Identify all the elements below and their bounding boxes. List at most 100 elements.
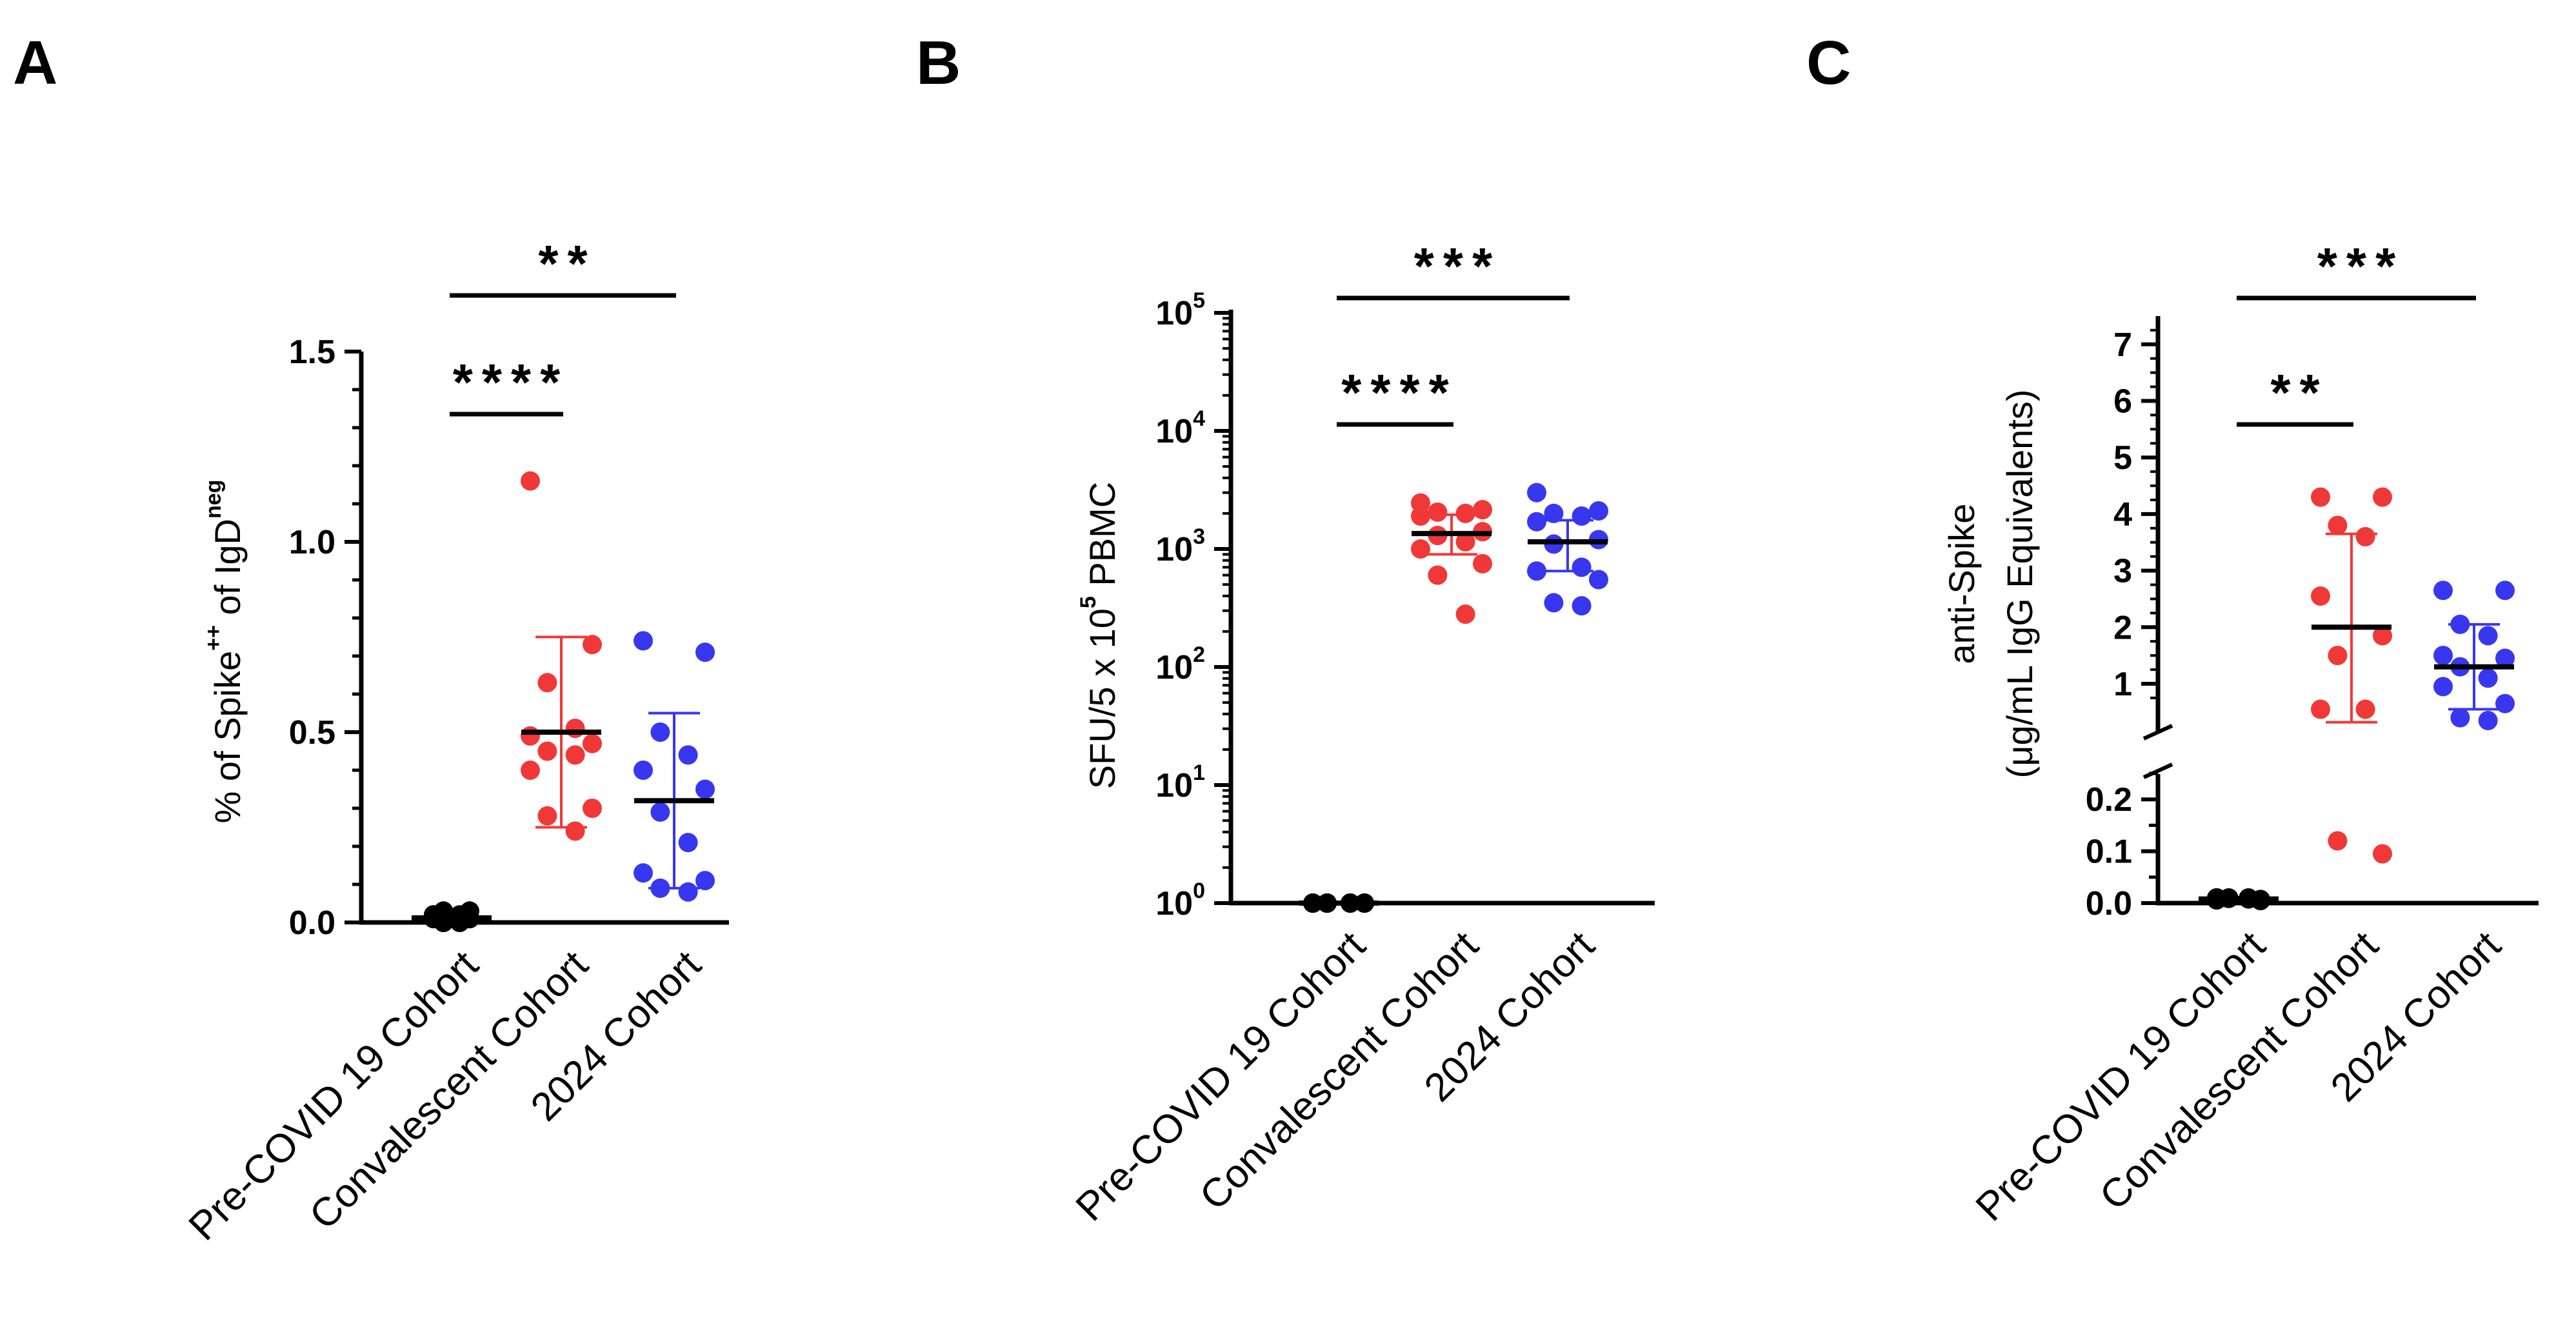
data-point [2433,581,2453,601]
data-point [1572,506,1592,526]
data-point [565,821,585,841]
panel-a: A % of Spike++ of IgDneg 0.0 0.5 1.0 1.5 **… [13,28,729,1249]
data-point [2355,699,2375,719]
panel-a-y-ticks: 0.0 0.5 1.0 1.5 [289,334,361,942]
y-tick-label: 0.2 [2086,781,2132,819]
panel-a-y-axis-title: % of Spike++ of IgDneg [201,480,248,824]
data-point [1589,501,1608,521]
y-tick-label: 100 [1155,879,1205,922]
y-tick-label: 3 [2113,553,2132,590]
significance-label: *** [2317,237,2404,295]
data-point [695,779,715,799]
panel-b-y-ticks: 100 101 102 103 104 105 [1155,288,1231,922]
data-point [2311,586,2330,606]
data-point [695,642,715,662]
y-tick-label: 2 [2113,609,2132,646]
data-point [1527,512,1546,532]
panel-a-data-points [412,471,715,932]
data-point [1428,565,1448,585]
y-tick-label: 7 [2113,326,2132,364]
panel-c-y-axis-title-line2: (μg/mL IgG Equivalents) [1999,390,2040,779]
data-point [2478,668,2498,688]
y-tick-label: 0.0 [289,904,335,942]
panel-c: C anti-Spike (μg/mL IgG Equivalents) 0.0… [1806,28,2539,1229]
data-point [1544,503,1564,523]
panel-letter-a: A [13,28,57,97]
data-point [650,722,670,742]
data-point [2495,648,2515,668]
data-point [634,761,653,780]
data-point [634,631,653,651]
panel-b-data-points [1299,483,1608,913]
data-point [1589,570,1608,590]
data-point [678,745,698,765]
panel-b: B SFU/5 x 105 PBMC 100 101 102 103 104 105 **… [916,28,1655,1229]
data-point [2373,844,2392,864]
data-point [1544,593,1564,613]
data-point [695,871,715,891]
panel-b-y-axis-title: SFU/5 x 105 PBMC [1076,482,1123,789]
data-point [678,833,698,853]
data-point [2373,626,2392,646]
y-tick-label: 102 [1155,642,1205,686]
data-point [2478,711,2498,731]
panel-a-significance: ****** [450,235,676,417]
data-point [1411,539,1430,559]
data-point [2450,708,2470,728]
data-point [521,471,540,491]
data-point [521,761,540,780]
data-point [2373,487,2392,507]
y-tick-label: 5 [2113,439,2132,477]
data-point [650,802,670,822]
data-point [1473,500,1492,520]
panel-c-y-axis-title-line1: anti-Spike [1941,503,1982,664]
y-tick-label: 105 [1155,288,1205,332]
data-point [537,741,557,761]
data-point [1473,553,1492,573]
y-tick-label: 1 [2113,666,2132,703]
data-point [521,726,540,746]
data-point [565,719,585,739]
data-point [2355,526,2375,546]
significance-label: **** [453,353,570,411]
panel-c-axes [2142,316,2539,906]
significance-label: **** [1341,364,1458,421]
data-point [583,733,602,753]
data-point [2433,646,2453,666]
panel-a-axes [359,352,729,925]
y-tick-label: 1.0 [289,524,335,561]
axis-break-mark [2142,724,2173,741]
data-point [1527,483,1546,503]
y-tick-label: 4 [2113,496,2132,533]
data-point [537,673,557,693]
data-point [2311,699,2330,719]
significance-label: *** [1414,237,1501,295]
data-point [1455,503,1475,523]
data-point [583,635,602,655]
panel-c-data-points [2199,487,2515,910]
y-tick-label: 0.1 [2086,833,2132,871]
data-point [634,863,653,883]
y-tick-label: 101 [1155,761,1205,804]
data-point [1428,502,1448,522]
data-point [2328,831,2348,851]
data-point [2328,646,2348,666]
y-tick-label: 1.5 [289,334,335,371]
data-point [1455,604,1475,624]
data-point [1455,532,1475,552]
data-point [1572,596,1592,616]
y-tick-label: 104 [1155,406,1205,450]
y-tick-label: 0.5 [289,714,335,752]
data-point [565,745,585,765]
data-point [2328,515,2348,535]
significance-label: ** [2270,364,2328,421]
data-point [2495,581,2515,601]
panel-b-significance: ******* [1337,237,1570,427]
y-tick-label: 0.0 [2086,885,2132,922]
panel-c-y-ticks: 0.0 0.1 0.2 1 2 3 4 5 6 7 [2086,326,2158,922]
y-tick-label: 6 [2113,383,2132,421]
